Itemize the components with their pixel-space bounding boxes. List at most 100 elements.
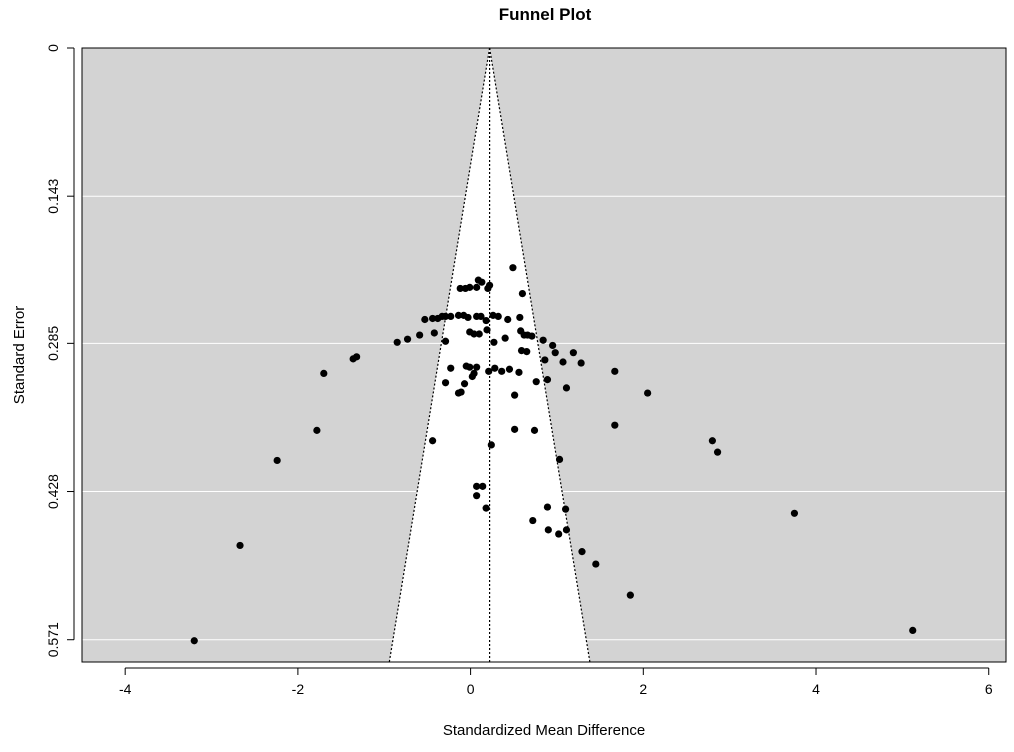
data-point-0 [509,264,517,272]
data-point-43 [523,348,531,356]
data-point-98 [626,591,634,599]
data-point-94 [790,509,799,517]
data-point-41 [539,336,547,344]
data-point-14 [441,312,450,320]
funnel-region [389,48,590,662]
data-point-85 [479,482,487,490]
y-axis: 0 0.143 0.285 0.428 0.571 [45,44,75,657]
data-point-9 [518,290,527,298]
x-tick-label-0: -4 [119,681,132,697]
data-point-79 [713,448,722,456]
data-point-88 [543,503,552,511]
data-point-27 [403,335,412,343]
chart-title: Funnel Plot [499,5,592,24]
data-point-65 [441,379,450,387]
y-tick-label-3: 0.428 [45,474,61,509]
data-point-8 [485,281,494,289]
data-point-49 [577,359,585,367]
x-tick-label-3: 2 [639,681,647,697]
data-point-100 [190,637,198,645]
data-point-33 [475,330,483,338]
data-point-1 [456,284,464,293]
data-point-62 [468,372,476,381]
data-point-10 [421,315,429,324]
data-point-69 [543,376,552,384]
data-point-36 [501,334,509,342]
y-tick-label-1: 0.143 [45,178,61,213]
data-point-21 [482,316,490,325]
data-point-92 [555,530,563,538]
y-tick-label-0: 0 [45,44,61,52]
data-point-71 [511,391,519,399]
data-point-44 [549,341,557,350]
data-point-64 [611,367,619,375]
x-axis: -4 -2 0 2 4 6 [119,667,993,697]
data-point-48 [541,356,549,364]
data-point-16 [454,311,463,319]
y-tick-label-2: 0.285 [45,326,61,361]
data-point-34 [483,326,491,334]
data-point-52 [447,364,455,372]
data-point-83 [273,456,281,465]
data-point-40 [528,332,536,340]
data-point-87 [482,504,490,512]
data-point-6 [478,278,486,286]
data-point-76 [530,426,539,434]
data-point-80 [429,437,437,445]
y-axis-label: Standard Error [11,306,28,404]
data-point-28 [416,331,424,339]
data-point-24 [504,315,512,324]
data-point-18 [464,313,472,322]
data-point-74 [313,426,321,434]
data-point-55 [473,363,481,371]
data-point-46 [569,349,577,357]
x-axis-label: Standardized Mean Difference [443,722,645,739]
data-point-59 [505,365,514,373]
data-point-30 [441,337,450,345]
data-point-23 [494,312,502,320]
data-point-11 [429,314,437,323]
x-tick-label-1: -2 [292,681,305,697]
x-tick-label-4: 4 [812,681,820,697]
data-point-78 [708,437,716,445]
data-point-89 [561,505,570,513]
data-point-93 [562,526,571,534]
data-point-20 [477,312,485,320]
data-point-60 [515,368,523,376]
data-point-54 [466,363,474,371]
data-points [190,264,917,645]
data-point-70 [532,378,540,386]
data-point-90 [529,516,537,525]
data-point-73 [644,389,652,397]
data-point-3 [466,283,474,291]
data-point-26 [393,338,401,346]
data-point-32 [470,330,478,338]
data-point-29 [430,329,438,337]
data-point-35 [490,338,498,346]
data-point-86 [473,492,481,500]
data-point-56 [485,367,493,375]
data-point-66 [460,380,469,388]
data-point-45 [551,349,559,357]
x-tick-label-2: 0 [467,681,475,697]
x-tick-label-5: 6 [985,681,993,697]
data-point-96 [578,548,586,556]
data-point-75 [511,425,519,433]
data-point-91 [544,526,552,534]
data-point-15 [447,312,455,320]
data-point-4 [473,283,481,291]
data-point-82 [555,455,564,464]
y-tick-label-4: 0.571 [45,622,61,657]
data-point-95 [236,541,244,550]
data-point-57 [491,364,499,372]
data-point-58 [498,367,506,375]
data-point-99 [909,626,917,634]
data-point-81 [487,441,495,449]
plot-frame [81,47,1007,663]
data-point-51 [349,355,357,363]
data-point-97 [592,560,600,568]
data-point-84 [473,482,481,490]
data-point-47 [559,358,567,366]
data-point-72 [562,384,571,392]
